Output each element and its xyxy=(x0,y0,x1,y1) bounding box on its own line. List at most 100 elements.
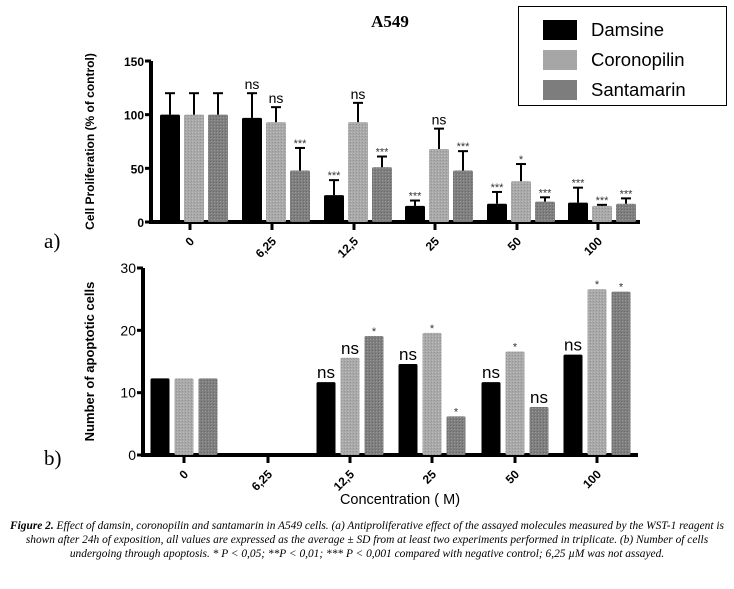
significance-label: ns xyxy=(341,339,359,358)
bar-coronopilin-100 xyxy=(587,289,607,455)
panel-label-b: b) xyxy=(44,446,62,470)
bar-santamarin-6,25 xyxy=(290,170,310,222)
bar-damsine-6,25 xyxy=(242,117,262,222)
bar-santamarin-50 xyxy=(529,407,549,455)
bar-santamarin-0 xyxy=(208,114,228,222)
bar-damsine-100 xyxy=(568,202,588,222)
bar-coronopilin-12,5 xyxy=(340,357,360,455)
significance-label: ns xyxy=(269,90,284,106)
bar-damsine-0 xyxy=(150,378,170,455)
proliferation-chart: 0 50 100 150 Cell Proliferation (% of contro… xyxy=(83,53,640,261)
y-tick-label: 20 xyxy=(120,322,136,338)
significance-label: ns xyxy=(530,388,548,407)
x-tick-label: 6,25 xyxy=(253,234,280,261)
legend-label: Damsine xyxy=(591,19,664,40)
legend-swatch-damsine xyxy=(543,20,577,40)
significance-label: * xyxy=(595,279,600,291)
y-tick-label: 0 xyxy=(128,447,136,463)
y-tick-label: 150 xyxy=(124,55,144,69)
x-tick-label: 100 xyxy=(580,467,604,491)
significance-label: ns xyxy=(482,363,500,382)
figure-caption: Figure 2. Effect of damsin, coronopilin … xyxy=(4,519,730,562)
significance-label: * xyxy=(454,406,459,418)
significance-label: * xyxy=(430,323,435,335)
bar-santamarin-0 xyxy=(198,378,218,455)
significance-label: * xyxy=(519,154,524,166)
y-tick-label: 10 xyxy=(120,385,136,401)
x-tick-label: 12,5 xyxy=(335,234,362,261)
bar-coronopilin-6,25 xyxy=(266,122,286,222)
bar-damsine-12,5 xyxy=(316,382,336,455)
x-tick-label: 100 xyxy=(581,234,605,258)
significance-label: *** xyxy=(409,191,423,203)
significance-label: *** xyxy=(491,182,505,194)
legend-item-santamarin: Santamarin xyxy=(543,79,686,101)
significance-label: ns xyxy=(245,76,260,92)
legend-label: Santamarin xyxy=(591,79,686,100)
chart-title: A549 xyxy=(371,12,409,31)
legend-label: Coronopilin xyxy=(591,49,685,70)
x-axis-label: Concentration ( M) xyxy=(339,492,461,508)
legend-swatch-coronopilin xyxy=(543,50,577,70)
bar-damsine-12,5 xyxy=(324,195,344,222)
bar-santamarin-12,5 xyxy=(364,335,384,455)
panel-label-a: a) xyxy=(44,229,61,253)
significance-label: * xyxy=(619,282,624,294)
y-tick-label: 100 xyxy=(124,109,144,123)
significance-label: *** xyxy=(620,188,634,200)
bar-coronopilin-12,5 xyxy=(348,122,368,222)
caption-text: Effect of damsin, coronopilin and santam… xyxy=(25,520,724,561)
significance-label: *** xyxy=(596,195,610,207)
x-tick-label: 50 xyxy=(505,234,525,254)
y-tick-label: 50 xyxy=(131,162,145,176)
y-tick-label: 30 xyxy=(120,260,136,276)
y-tick-label: 0 xyxy=(137,216,144,230)
bar-santamarin-50 xyxy=(535,201,555,222)
significance-label: ns xyxy=(317,363,335,382)
x-tick-label: 25 xyxy=(423,234,443,254)
legend: Damsine Coronopilin Santamarin xyxy=(518,6,727,106)
y-axis-label: Number of apoptotic cells xyxy=(82,282,97,442)
significance-label: * xyxy=(513,342,518,354)
legend-item-damsine: Damsine xyxy=(543,19,664,41)
x-tick-label: 50 xyxy=(503,467,523,487)
significance-label: ns xyxy=(564,336,582,355)
bar-coronopilin-50 xyxy=(511,181,531,222)
caption-lead: Figure 2. xyxy=(10,520,54,532)
x-tick-label: 0 xyxy=(176,467,191,482)
apoptosis-chart: 0 10 20 30 Number of apoptotic cells 0 6,25 12,… xyxy=(82,260,638,494)
significance-label: *** xyxy=(572,178,586,190)
x-tick-label: 25 xyxy=(420,467,440,487)
significance-label: *** xyxy=(376,147,390,159)
bar-santamarin-100 xyxy=(611,291,631,455)
significance-label: *** xyxy=(539,187,553,199)
bar-coronopilin-0 xyxy=(174,378,194,455)
legend-swatch-santamarin xyxy=(543,80,577,100)
significance-label: * xyxy=(372,326,377,338)
bar-coronopilin-0 xyxy=(184,114,204,222)
bar-coronopilin-25 xyxy=(429,149,449,222)
bar-coronopilin-100 xyxy=(592,205,612,222)
significance-label: *** xyxy=(457,141,471,153)
legend-item-coronopilin: Coronopilin xyxy=(543,49,685,71)
bar-damsine-50 xyxy=(487,203,507,222)
significance-label: ns xyxy=(399,345,417,364)
bar-santamarin-12,5 xyxy=(372,167,392,222)
bar-damsine-50 xyxy=(481,382,501,455)
bar-coronopilin-25 xyxy=(422,332,442,455)
significance-label: *** xyxy=(294,138,308,150)
bar-santamarin-100 xyxy=(616,203,636,222)
bar-santamarin-25 xyxy=(453,170,473,222)
bar-damsine-100 xyxy=(563,354,583,455)
bar-coronopilin-50 xyxy=(505,351,525,455)
bar-damsine-25 xyxy=(405,205,425,222)
x-tick-label: 12,5 xyxy=(331,467,358,494)
y-axis-label: Cell Proliferation (% of control) xyxy=(83,53,97,230)
bar-santamarin-25 xyxy=(446,416,466,455)
significance-label: ns xyxy=(432,112,447,128)
significance-label: ns xyxy=(351,86,366,102)
significance-label: *** xyxy=(328,170,342,182)
x-tick-label: 0 xyxy=(182,234,197,249)
bar-damsine-25 xyxy=(398,363,418,455)
